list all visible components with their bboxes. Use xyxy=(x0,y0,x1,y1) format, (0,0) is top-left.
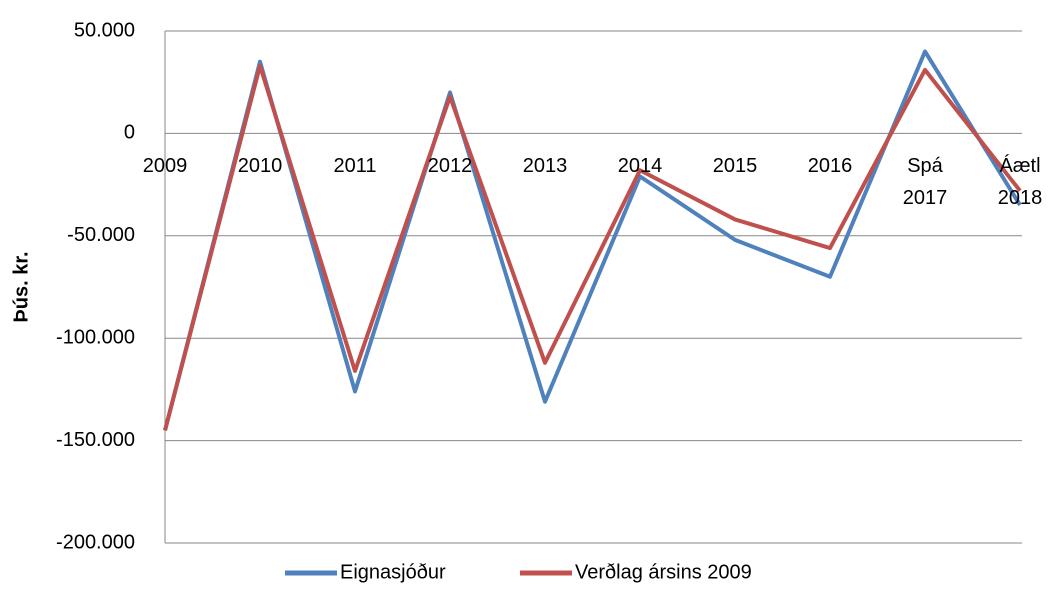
y-tick-label: -50.000 xyxy=(67,224,135,246)
y-axis-label: Þús. kr. xyxy=(10,251,32,322)
y-tick-label: -150.000 xyxy=(56,429,135,451)
y-tick-label: 0 xyxy=(124,122,135,144)
x-tick-label: 2013 xyxy=(522,155,568,178)
x-tick-label: 2014 xyxy=(617,155,663,178)
y-tick-label: -100.000 xyxy=(56,326,135,348)
x-tick-label: 2011 xyxy=(333,155,377,178)
x-tick-label: 2012 xyxy=(427,155,473,178)
x-tick-label: 2010 xyxy=(237,155,283,178)
x-tick-label: Áætl 2018 xyxy=(997,155,1043,210)
legend-label: Eignasjóður xyxy=(340,561,446,583)
x-tick-label: 2015 xyxy=(712,155,758,178)
y-tick-label: -200.000 xyxy=(56,531,135,553)
x-tick-label: Spá 2017 xyxy=(902,155,948,210)
x-tick-label: 2009 xyxy=(142,155,188,178)
legend-label: Verðlag ársins 2009 xyxy=(575,561,752,583)
line-series xyxy=(163,49,1022,431)
x-tick-label: 2016 xyxy=(807,155,853,178)
y-tick-label: 50.000 xyxy=(74,19,135,41)
line-series xyxy=(163,63,1022,431)
